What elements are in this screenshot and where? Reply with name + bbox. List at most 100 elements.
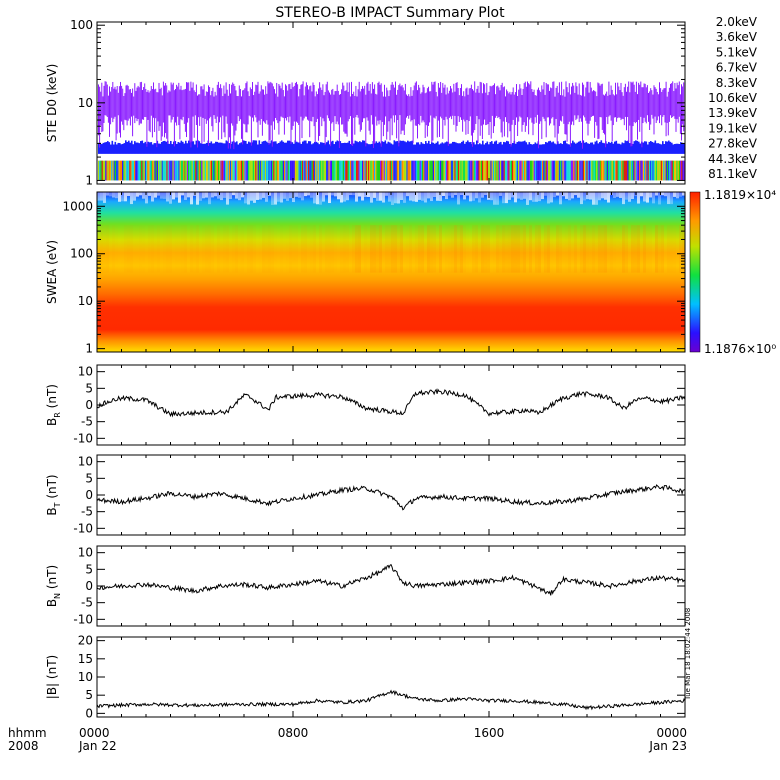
ste-channel-cell (128, 160, 130, 181)
ste-spike (489, 85, 491, 122)
ste-spike (487, 95, 489, 124)
swea-top-gap (472, 192, 475, 201)
swea-top-gap (145, 192, 148, 204)
swea-top-gap (391, 192, 394, 205)
panel-ste-ytick-label: 1 (85, 173, 93, 187)
ste-spike (585, 87, 587, 121)
ste-spike (532, 91, 534, 136)
ste-channel-cell (236, 160, 238, 181)
ste-blue-cell (116, 144, 118, 154)
ste-channel-cell (596, 160, 598, 181)
legend-entry: 10.6keV (708, 91, 758, 105)
ste-channel-cell (165, 160, 167, 181)
ste-blue-cell (260, 143, 262, 154)
swea-column (130, 225, 133, 273)
ste-spike (626, 91, 627, 131)
ste-blue-cell (333, 144, 336, 154)
ste-blue-cell (263, 141, 265, 154)
ste-blue-cell (390, 143, 393, 154)
ste-blue-cell (600, 140, 603, 154)
ste-blue-cell (285, 142, 288, 154)
ste-blue-cell (593, 144, 595, 154)
ste-spike (511, 92, 513, 125)
panel-br-ylabel-unit: (nT) (45, 384, 59, 412)
ste-spike (250, 89, 252, 146)
ste-channel-cell (389, 160, 391, 181)
ste-blue-cell (492, 143, 495, 154)
ste-blue-cell (579, 140, 582, 154)
ste-spike (267, 81, 269, 125)
ste-spike (422, 84, 424, 121)
ste-channel-cell (392, 160, 394, 181)
ste-spike (281, 82, 283, 118)
ste-spike (596, 96, 598, 126)
ste-spike (464, 96, 466, 122)
ste-channel-cell (168, 160, 171, 181)
swea-column (100, 225, 103, 273)
ste-channel-cell (328, 160, 330, 181)
ste-blue-cell (531, 144, 534, 154)
ste-blue-cell (323, 142, 325, 154)
ste-spike (600, 84, 602, 118)
ste-channel-cell (400, 160, 402, 181)
ste-blue-cell (122, 143, 124, 154)
ste-blue-cell (480, 144, 483, 154)
swea-top-gap (493, 192, 496, 205)
ste-blue-cell (588, 143, 591, 154)
ste-spike (635, 81, 637, 123)
ste-spike (653, 85, 655, 135)
ste-channel-cell (399, 160, 401, 181)
ste-blue-cell (423, 144, 426, 154)
swea-top-gap (571, 192, 574, 199)
ste-channel-cell (107, 160, 109, 181)
swea-top-gap (679, 192, 682, 197)
ste-spike (366, 83, 368, 118)
ste-channel-cell (213, 160, 215, 181)
ste-channel-cell (458, 160, 460, 181)
ste-blue-cell (611, 141, 613, 154)
ste-channel-cell (136, 160, 138, 181)
ste-channel-cell (443, 160, 445, 181)
ste-channel-cell (412, 160, 414, 181)
ste-channel-cell (431, 160, 433, 181)
swea-column (421, 225, 424, 273)
ste-spike (531, 89, 533, 123)
ste-spike (227, 95, 229, 149)
ste-spike (608, 81, 610, 117)
ste-spike (436, 96, 438, 138)
ste-blue-cell (173, 141, 175, 154)
ste-blue-cell (543, 144, 546, 154)
ste-blue-cell (336, 140, 339, 154)
ste-spike (676, 82, 678, 120)
ste-blue-cell (212, 143, 214, 154)
ste-spike (598, 83, 600, 139)
ste-channel-cell (156, 160, 159, 181)
ste-channel-cell (614, 160, 616, 181)
ste-spike (418, 84, 420, 125)
swea-column (487, 225, 490, 273)
swea-top-gap (559, 192, 562, 205)
ste-channel-cell (278, 160, 280, 181)
ste-spike (161, 95, 163, 137)
ste-spike (214, 91, 216, 119)
xaxis-tick-date: Jan 23 (648, 739, 687, 753)
ste-spike (465, 88, 467, 135)
ste-spike (293, 85, 295, 122)
ste-spike (582, 82, 583, 149)
ste-spike (534, 95, 536, 118)
ste-spike (109, 86, 110, 137)
swea-top-gap (580, 192, 583, 205)
panel-br-ylabel: BR (nT) (45, 384, 62, 426)
ste-spike (546, 84, 548, 118)
ste-spike (349, 96, 351, 117)
ste-blue-cell (446, 141, 448, 154)
swea-column (292, 225, 295, 272)
ste-channel-cell (472, 160, 474, 181)
ste-spike (639, 84, 641, 132)
ste-channel-cell (196, 160, 198, 181)
ste-spike (589, 82, 591, 121)
ste-channel-cell (102, 160, 105, 181)
ste-channel-cell (251, 160, 253, 181)
ste-blue-cell (269, 143, 271, 154)
ste-channel-cell (208, 160, 210, 181)
